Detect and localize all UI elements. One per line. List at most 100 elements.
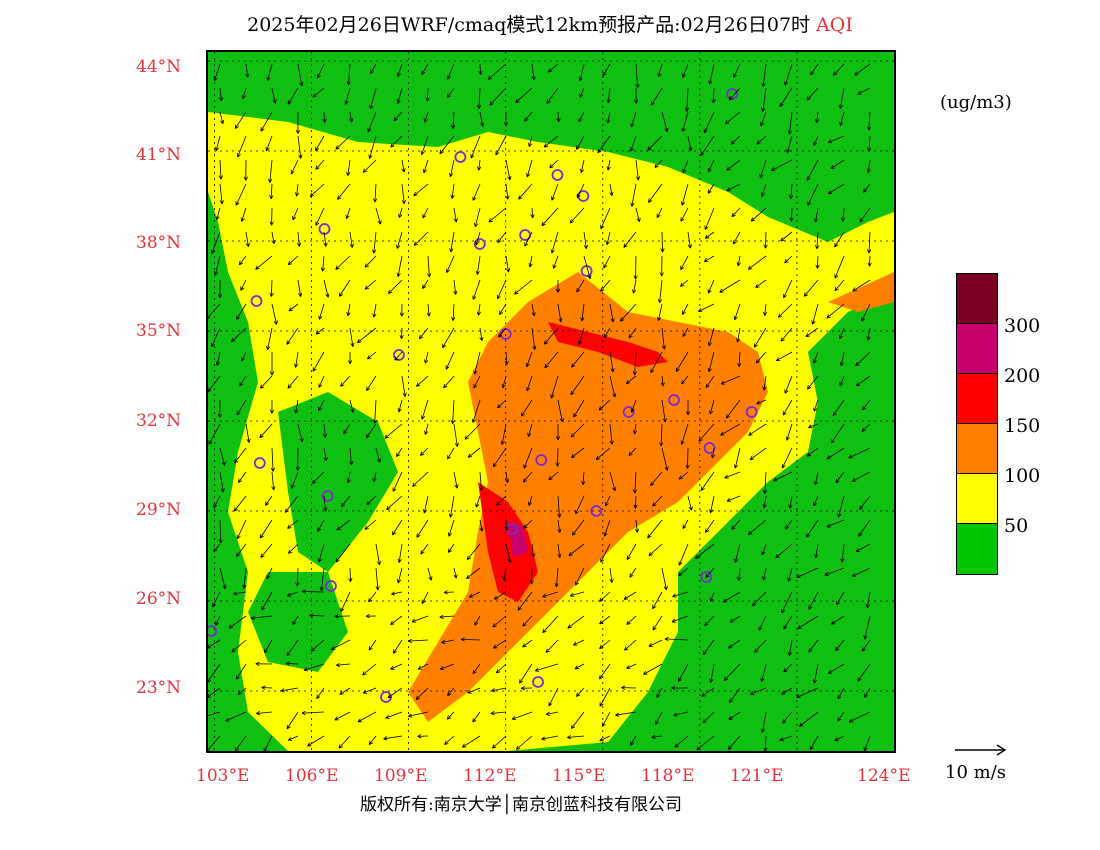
wind-arrow: [583, 255, 592, 280]
wind-arrow: [315, 135, 325, 152]
lon-label-103: 103°E: [196, 766, 250, 786]
wind-arrow: [245, 423, 251, 443]
wind-arrow: [837, 495, 845, 518]
wind-arrow: [749, 687, 767, 696]
wind-arrow: [320, 255, 326, 272]
wind-arrow: [694, 543, 715, 559]
wind-arrow: [545, 639, 559, 653]
wind-arrow: [345, 207, 351, 219]
wind-arrow: [656, 687, 663, 699]
wind-arrow: [266, 567, 273, 580]
wind-arrow: [225, 711, 247, 722]
wind-arrow: [515, 735, 533, 750]
wind-arrow: [786, 135, 793, 154]
wind-arrow: [704, 207, 715, 230]
wind-arrow: [450, 399, 455, 424]
wind-arrow: [369, 87, 377, 110]
wind-arrow: [294, 399, 299, 414]
wind-arrow: [517, 591, 533, 611]
wind-arrow: [813, 135, 819, 146]
wind-arrow: [784, 255, 793, 264]
wind-arrow: [703, 255, 715, 263]
wind-arrow: [422, 279, 429, 289]
wind-arrow: [259, 519, 273, 539]
wind-arrow: [418, 327, 429, 340]
lon-label-115: 115°E: [552, 766, 606, 786]
wind-arrow: [397, 567, 403, 584]
wind-arrow: [297, 279, 303, 297]
wind-arrow: [260, 111, 273, 132]
wind-arrow: [634, 87, 639, 104]
wind-arrow: [855, 543, 871, 552]
wind-arrow: [625, 375, 637, 385]
wind-arrow: [208, 423, 221, 445]
wind-arrow: [370, 63, 377, 74]
wind-arrow: [449, 159, 455, 178]
wind-arrow: [634, 519, 640, 533]
wind-arrow: [502, 567, 507, 581]
wind-arrow: [387, 687, 403, 699]
wind-arrow: [231, 639, 247, 653]
wind-arrow: [726, 159, 741, 171]
wind-arrow: [259, 423, 273, 439]
wind-arrow: [680, 423, 689, 445]
wind-arrow: [736, 327, 741, 343]
wind-arrow: [809, 735, 819, 751]
wind-arrow: [315, 327, 325, 335]
wind-arrow: [472, 279, 481, 300]
wind-arrow: [570, 423, 585, 438]
wind-arrow: [238, 255, 247, 266]
wind-arrow: [834, 231, 845, 248]
wind-arrow: [835, 471, 845, 484]
wind-arrow: [515, 87, 533, 104]
lat-label-23: 23°N: [136, 678, 182, 698]
wind-arrow: [218, 159, 223, 180]
wind-arrow: [340, 375, 351, 387]
city-marker: [325, 580, 337, 592]
wind-arrow: [544, 351, 559, 369]
wind-arrow: [781, 447, 793, 469]
wind-arrow: [443, 375, 455, 389]
wind-arrow: [832, 63, 845, 76]
wind-arrow: [609, 351, 615, 373]
legend-swatch-0: [957, 274, 997, 324]
wind-arrow: [237, 687, 247, 695]
wind-arrow: [479, 471, 484, 491]
wind-arrow: [240, 279, 247, 291]
wind-arrow: [575, 567, 585, 586]
wind-arrow: [447, 447, 455, 460]
wind-arrow: [444, 735, 455, 745]
wind-arrow: [396, 63, 403, 77]
wind-arrow: [523, 519, 533, 529]
wind-arrow: [728, 87, 741, 101]
wind-arrow: [815, 255, 820, 269]
wind-arrow: [798, 711, 819, 727]
wind-arrow: [848, 447, 871, 459]
wind-arrow: [623, 591, 637, 600]
legend-label-50: 50: [1004, 515, 1029, 537]
wind-arrow: [681, 183, 689, 206]
wind-arrow: [397, 399, 403, 413]
wind-arrow: [609, 303, 615, 323]
wind-arrow: [796, 567, 819, 578]
wind-arrow: [657, 279, 663, 304]
aqi-map: [206, 50, 896, 753]
wind-arrow: [453, 279, 458, 295]
wind-arrow: [472, 183, 481, 201]
wind-arrow: [682, 327, 689, 338]
wind-arrow: [303, 663, 325, 672]
wind-arrow: [579, 159, 585, 174]
lon-label-112: 112°E: [463, 766, 517, 786]
wind-arrow: [250, 615, 273, 621]
wind-arrow: [467, 447, 481, 458]
wind-arrow: [681, 111, 689, 132]
wind-arrow: [349, 231, 354, 248]
wind-arrow: [609, 567, 614, 583]
legend-label-300: 300: [1004, 315, 1041, 337]
wind-arrow: [685, 400, 691, 416]
wind-arrow: [468, 591, 481, 598]
wind-arrow: [215, 135, 221, 152]
wind-arrow: [269, 352, 275, 376]
wind-arrow: [212, 591, 221, 608]
wind-arrow: [372, 231, 377, 254]
